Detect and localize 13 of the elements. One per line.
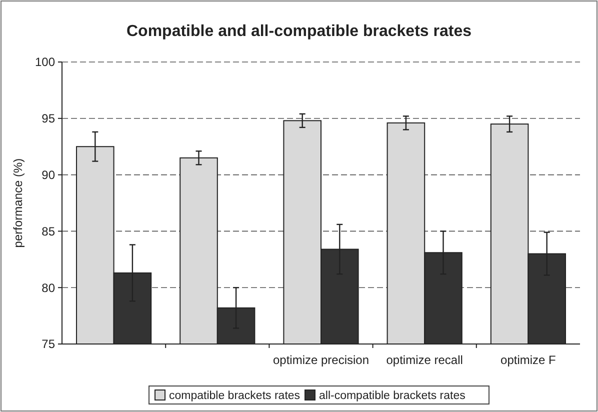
y-tick-label: 75 xyxy=(42,337,56,352)
y-tick-label: 80 xyxy=(42,280,56,295)
y-tick-label: 85 xyxy=(42,224,56,238)
y-axis-title: performance (%) xyxy=(11,158,25,248)
x-tick-label: optimize precision xyxy=(272,353,370,367)
y-tick-label: 90 xyxy=(42,168,56,182)
y-tick-label: 100 xyxy=(34,55,56,70)
chart-title: Compatible and all-compatible brackets rates xyxy=(126,23,472,40)
x-tick-label: optimize F xyxy=(500,353,556,367)
y-tick-label: 95 xyxy=(42,112,56,126)
x-tick-label: optimize recall xyxy=(386,353,463,367)
legend-label: all-compatible brackets rates xyxy=(319,390,466,402)
legend-label: compatible brackets rates xyxy=(169,390,300,402)
